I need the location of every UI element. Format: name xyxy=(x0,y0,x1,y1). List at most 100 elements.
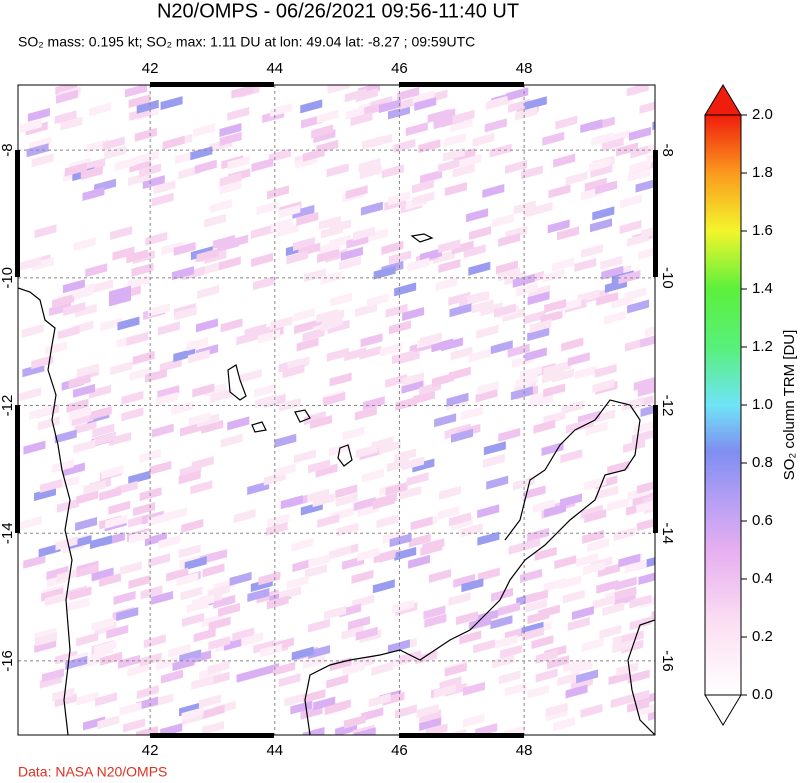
pixel xyxy=(339,256,362,271)
pixel xyxy=(596,579,619,594)
colorbar-label: SO₂ column TRM [DU] xyxy=(781,330,798,481)
pixel xyxy=(200,261,223,276)
pixel xyxy=(31,256,54,271)
y-tick-label-left: -10 xyxy=(0,267,16,289)
pixel xyxy=(212,234,235,249)
pixel xyxy=(229,571,252,586)
pixel xyxy=(293,236,316,251)
pixel xyxy=(247,587,270,602)
pixel xyxy=(233,509,256,524)
pixel xyxy=(624,559,647,574)
pixel xyxy=(476,609,499,624)
pixel xyxy=(76,632,99,647)
pixel xyxy=(651,610,655,620)
pixel xyxy=(220,318,243,333)
pixel xyxy=(545,702,568,717)
pixel xyxy=(358,157,381,172)
pixel xyxy=(504,271,527,286)
pixel xyxy=(112,246,135,261)
pixel xyxy=(535,668,558,683)
pixel xyxy=(552,368,575,383)
pixel xyxy=(188,412,211,427)
pixel xyxy=(350,112,373,127)
pixel xyxy=(599,624,622,639)
pixel xyxy=(500,644,523,659)
pixel xyxy=(386,458,409,473)
pixel xyxy=(561,337,584,352)
pixel xyxy=(627,698,650,713)
pixel xyxy=(382,691,405,706)
pixel xyxy=(408,554,431,569)
pixel xyxy=(89,406,112,421)
pixel xyxy=(129,158,152,173)
pixel xyxy=(49,302,72,317)
pixel xyxy=(629,159,652,174)
pixel xyxy=(477,504,500,519)
pixel xyxy=(449,303,472,318)
pixel xyxy=(194,159,217,174)
pixel xyxy=(21,323,44,338)
pixel xyxy=(126,331,149,346)
pixel xyxy=(140,585,163,600)
pixel xyxy=(142,175,165,190)
pixel xyxy=(340,246,363,261)
pixel xyxy=(76,490,99,505)
pixel xyxy=(173,348,196,363)
pixel xyxy=(266,595,289,610)
pixel xyxy=(547,219,570,234)
pixel xyxy=(629,616,652,631)
colorbar xyxy=(704,114,742,696)
pixel xyxy=(121,407,144,422)
pixel xyxy=(638,381,655,394)
pixel xyxy=(543,410,566,425)
pixel xyxy=(69,586,92,601)
pixel xyxy=(63,302,86,317)
pixel xyxy=(635,179,655,193)
pixel xyxy=(618,553,641,568)
pixel xyxy=(584,508,607,523)
pixel xyxy=(128,574,151,589)
pixel xyxy=(601,137,624,152)
pixel xyxy=(100,651,123,666)
colorbar-tick-label: 0.6 xyxy=(752,512,773,529)
pixel xyxy=(608,671,631,686)
pixel xyxy=(52,294,75,309)
pixel xyxy=(187,349,210,364)
pixel xyxy=(64,162,87,177)
pixel xyxy=(296,212,319,227)
subtitle: SO₂ mass: 0.195 kt; SO₂ max: 1.11 DU at … xyxy=(18,34,475,50)
pixel xyxy=(628,126,651,141)
pixel xyxy=(587,538,610,553)
pixel xyxy=(180,586,203,601)
pixel xyxy=(607,460,630,475)
pixel xyxy=(313,696,336,711)
pixel xyxy=(251,252,274,267)
pixel xyxy=(629,594,652,609)
pixel xyxy=(113,590,136,605)
pixel xyxy=(433,250,456,265)
pixel xyxy=(156,391,179,406)
pixel xyxy=(302,655,325,670)
pixel xyxy=(99,486,122,501)
pixel xyxy=(607,129,630,144)
y-tick-label-right: -14 xyxy=(659,522,676,544)
pixel xyxy=(129,366,152,381)
pixel xyxy=(345,105,368,120)
pixel xyxy=(462,681,485,696)
pixel xyxy=(57,325,80,340)
pixel xyxy=(330,292,353,307)
pixel xyxy=(191,594,214,609)
pixel xyxy=(520,165,543,180)
pixel xyxy=(425,723,448,735)
pixel xyxy=(74,303,97,318)
pixel xyxy=(592,379,615,394)
pixel xyxy=(265,521,288,536)
pixel xyxy=(600,255,623,270)
pixel xyxy=(284,692,307,707)
pixel xyxy=(577,289,600,304)
pixel xyxy=(448,592,471,607)
pixel xyxy=(419,709,442,724)
pixel xyxy=(302,147,325,162)
pixel xyxy=(576,669,599,684)
pixel xyxy=(76,563,99,578)
